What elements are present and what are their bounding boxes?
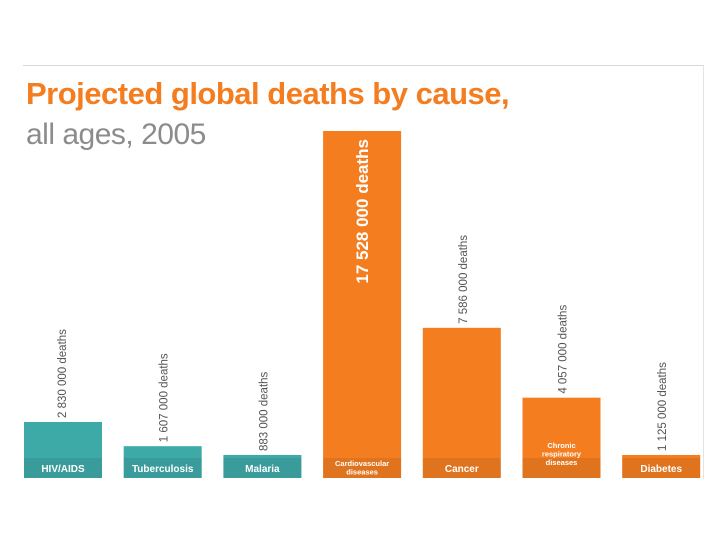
category-label-1: HIV/AIDS bbox=[41, 464, 85, 475]
chart-frame: Projected global deaths by cause, all ag… bbox=[23, 65, 704, 479]
bar-5 bbox=[422, 327, 501, 478]
value-label-3: 883 000 deaths bbox=[258, 371, 270, 451]
value-label-7: 1 125 000 deaths bbox=[657, 362, 669, 451]
category-band-1 bbox=[24, 458, 102, 478]
bar-3 bbox=[223, 455, 302, 478]
category-label-5: Cancer bbox=[445, 464, 479, 475]
bar-7 bbox=[622, 455, 701, 478]
category-label-7: Diabetes bbox=[640, 464, 682, 475]
category-label-4: Cardiovascular diseases bbox=[335, 459, 389, 477]
category-band-4 bbox=[323, 458, 402, 478]
category-band-5 bbox=[422, 458, 501, 478]
bar-6 bbox=[522, 397, 601, 478]
category-label-3: Malaria bbox=[245, 464, 280, 475]
value-label-6: 4 057 000 deaths bbox=[558, 305, 570, 394]
value-label-5: 7 586 000 deaths bbox=[458, 235, 470, 324]
value-label-1: 2 830 000 deaths bbox=[57, 329, 69, 418]
category-band-6 bbox=[522, 458, 601, 478]
value-label-4: 17 528 000 deaths bbox=[353, 139, 372, 284]
bar-chart: HIV/AIDS 2 830 000 deaths Tuberculosis 1 60… bbox=[24, 131, 701, 478]
category-label-2: Tuberculosis bbox=[132, 464, 194, 475]
category-band-7 bbox=[622, 458, 701, 478]
chart-title: Projected global deaths by cause, bbox=[26, 76, 510, 111]
value-label-2: 1 607 000 deaths bbox=[159, 353, 171, 442]
category-label-6: Chronic respiratory diseases bbox=[542, 441, 582, 467]
bar-1 bbox=[24, 421, 102, 478]
category-band-2 bbox=[123, 458, 202, 478]
chart-subtitle: all ages, 2005 bbox=[26, 118, 206, 151]
bar-2 bbox=[123, 446, 202, 478]
bar-4 bbox=[323, 131, 402, 478]
category-band-3 bbox=[223, 458, 302, 478]
